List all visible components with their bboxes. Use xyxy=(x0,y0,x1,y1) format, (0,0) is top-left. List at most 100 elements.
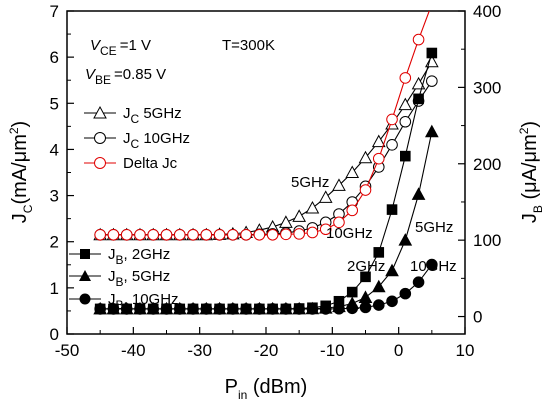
data-point-jb10 xyxy=(240,303,252,315)
data-point-delta xyxy=(427,0,438,9)
data-point-delta xyxy=(160,228,173,241)
data-point-jb10 xyxy=(280,303,292,315)
data-point-jb10 xyxy=(293,303,305,315)
data-point-jb5 xyxy=(371,279,386,293)
legend-label-delta: Delta Jc xyxy=(123,155,178,172)
data-point-jb2 xyxy=(426,47,438,59)
y-right-tick-label: 0 xyxy=(473,308,482,327)
data-point-jb10 xyxy=(173,303,186,315)
data-point-delta xyxy=(213,228,226,241)
legend-bottom: JB, 2GHz JB, 5GHz JB, 10GHz xyxy=(69,246,179,312)
data-point-delta xyxy=(227,228,239,241)
data-point-jb10 xyxy=(160,303,173,315)
annotation-jc10: 10GHz xyxy=(326,225,373,242)
y-left-tick-label: 0 xyxy=(50,325,59,344)
y-left-tick-label: 2 xyxy=(50,233,59,252)
data-point-jc5 xyxy=(358,150,373,164)
data-point-jc5 xyxy=(332,178,346,191)
data-point-delta xyxy=(372,152,385,165)
data-point-delta xyxy=(173,228,186,241)
x-tick-label: 10 xyxy=(456,341,475,360)
axis-ticks xyxy=(66,10,466,335)
annotation-jb10: 10GHz xyxy=(410,258,457,275)
vce-condition: VCE =1 V xyxy=(90,37,151,58)
data-point-jb10 xyxy=(107,303,120,315)
plot-frame xyxy=(66,10,466,335)
x-tick-label: -30 xyxy=(187,341,212,360)
data-point-jb10 xyxy=(372,299,385,311)
data-point-jb10 xyxy=(412,276,425,288)
x-tick-label: -50 xyxy=(55,341,80,360)
series-layer xyxy=(93,0,439,315)
y-right-tick-label: 300 xyxy=(473,78,501,97)
data-point-jb2 xyxy=(346,286,358,298)
legend-label-jc10: JC 10GHz xyxy=(123,130,190,151)
data-point-delta xyxy=(253,228,266,241)
data-point-delta xyxy=(293,228,305,240)
data-point-jc5 xyxy=(398,97,413,111)
legend-label-jb10: JB, 10GHz xyxy=(108,291,179,312)
annotation-jc5: 5GHz xyxy=(291,174,329,191)
data-point-delta xyxy=(386,113,398,126)
series-jb10 xyxy=(94,258,438,315)
data-point-jb2 xyxy=(386,204,398,215)
data-point-delta xyxy=(240,228,252,241)
data-point-jb10 xyxy=(253,303,266,315)
legend-marker-jb5 xyxy=(79,270,91,281)
data-point-delta xyxy=(147,228,160,241)
legend-marker-jb2 xyxy=(80,249,90,259)
data-point-delta xyxy=(280,228,292,241)
y-left-tick-label: 1 xyxy=(50,279,59,298)
data-point-jb10 xyxy=(187,303,199,315)
y-right-axis-title: JB (μA/μm2) xyxy=(517,121,545,223)
legend-label-jb5: JB, 5GHz xyxy=(108,268,170,289)
data-point-jb5 xyxy=(358,290,373,303)
legend-top: JC 5GHz JC 10GHz Delta Jc xyxy=(84,105,190,172)
data-point-jb10 xyxy=(359,301,372,314)
data-point-jc5 xyxy=(292,209,307,222)
data-point-jb5 xyxy=(424,124,439,138)
data-point-jc10 xyxy=(386,139,398,151)
data-point-delta xyxy=(359,184,372,196)
data-point-jc5 xyxy=(318,190,333,203)
data-point-jc10 xyxy=(399,115,412,128)
legend-marker-delta xyxy=(94,157,106,169)
y-left-axis-title: JC(mA/μm2) xyxy=(7,121,35,223)
data-point-delta xyxy=(120,228,133,241)
data-point-jb10 xyxy=(134,303,146,315)
y-right-tick-label: 100 xyxy=(473,231,501,250)
x-tick-label: 0 xyxy=(394,341,403,360)
data-point-delta xyxy=(399,72,412,84)
data-point-delta xyxy=(94,228,106,241)
annotation-jb5: 5GHz xyxy=(415,219,453,236)
data-point-jb5 xyxy=(385,263,399,277)
y-left-tick-label: 3 xyxy=(50,187,59,206)
data-point-jb10 xyxy=(200,303,213,315)
data-point-jc5 xyxy=(371,134,386,148)
data-point-jb5 xyxy=(398,233,413,246)
data-point-jb2 xyxy=(400,150,411,162)
data-point-jb10 xyxy=(213,303,226,315)
legend-marker-jc5 xyxy=(93,105,107,119)
y-left-tick-label: 4 xyxy=(50,140,59,159)
data-point-jb10 xyxy=(306,303,319,315)
y-right-tick-label: 200 xyxy=(473,155,501,174)
temperature-label: T=300K xyxy=(222,37,275,54)
y-left-tick-label: 6 xyxy=(50,48,59,67)
data-point-jb2 xyxy=(360,271,371,283)
data-point-delta xyxy=(306,226,319,239)
y-left-tick-label: 7 xyxy=(50,2,59,21)
data-point-jb5 xyxy=(411,187,426,200)
data-point-jb10 xyxy=(94,303,106,315)
data-point-jc5 xyxy=(345,165,360,178)
data-point-jc5 xyxy=(279,215,293,228)
data-point-jc5 xyxy=(305,200,320,214)
data-point-jb10 xyxy=(266,303,279,315)
series-delta xyxy=(94,0,438,241)
data-point-jb10 xyxy=(426,258,438,271)
data-point-jb10 xyxy=(147,303,160,315)
data-point-delta xyxy=(319,223,332,236)
legend-marker-jc10 xyxy=(94,132,106,144)
y-left-tick-label: 5 xyxy=(50,94,59,113)
